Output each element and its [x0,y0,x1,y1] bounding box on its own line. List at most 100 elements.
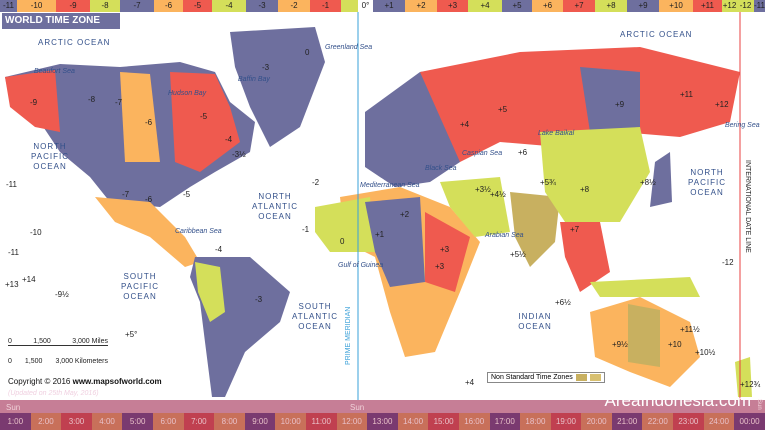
se-asia [560,222,610,292]
zone-offset-label: +3 [440,245,450,254]
sea-label: Black Sea [425,165,457,172]
offset-cell: -3 [246,0,278,12]
scale-km-1: 1,500 [24,358,43,365]
time-zone-offset-bar: -11 -10 -9 -8 -7 -6 -5 -4 -3 -2 -1 0° +1 +2 +3 +4 +5 +6 +7… [0,0,765,12]
zone-offset-label: +1 [375,230,385,239]
zone-offset-label: +2 [400,210,410,219]
zone-offset-label: 0 [340,237,345,246]
zone-offset-label: +11½ [680,325,700,334]
zone-offset-label: +4½ [490,190,506,199]
world-map [5,12,752,400]
hour-cell: 3:00 [61,413,92,430]
hour-cell: 12:00 [336,413,368,430]
legend-swatch [575,374,587,381]
zone-offset-label: +5½ [510,250,526,259]
russia [420,47,740,162]
zone-offset-label: -8 [88,95,96,104]
scale-bar: 0 1,500 3,000 Miles 0 1,500 3,000 Kilometers [8,338,108,365]
zone-offset-label: 0 [305,48,310,57]
ocean-label: SOUTH ATLANTIC OCEAN [291,302,339,331]
hour-cell: 5:00 [122,413,153,430]
offset-cell: -6 [154,0,183,12]
offset-cell: +8 [595,0,627,12]
africa-central [365,197,425,287]
hour-cell: 2:00 [30,413,62,430]
zone-offset-label: +5¾ [540,178,556,187]
zone-offset-label: +10½ [695,348,716,357]
hour-cell: 24:00 [703,413,735,430]
offset-cell: +9 [627,0,659,12]
sea-label: Mediterranean Sea [360,182,420,189]
scale-mile-2: 3,000 Miles [72,338,108,345]
zone-offset-label: -6 [145,195,153,204]
offset-cell: -10 [17,0,56,12]
ocean-label: ARCTIC OCEAN [38,38,111,47]
zone-offset-label: -3½ [232,150,246,159]
zone-offset-label: +10 [668,340,682,349]
hour-cell: 20:00 [581,413,612,430]
hour-cell: 8:00 [214,413,245,430]
nz [735,357,752,397]
offset-cell [341,0,358,12]
hour-cell: 17:00 [489,413,521,430]
offset-cell: -12 [737,0,754,12]
land-masses [5,27,752,397]
offset-cell: +2 [405,0,437,12]
zone-offset-label: +13 [5,280,19,289]
hour-cell: 00:00 [734,413,765,430]
hour-cell: 19:00 [550,413,582,430]
ocean-label: ARCTIC OCEAN [620,30,693,39]
offset-cell: +10 [659,0,693,12]
hour-cell: 15:00 [428,413,459,430]
zone-offset-label: +12 [715,100,729,109]
hour-cell: 10:00 [275,413,306,430]
day-label-right: Sun [756,399,762,410]
zone-offset-label: +9½ [612,340,628,349]
zone-offset-label: -3 [255,295,263,304]
watermark: AreaIndonesia.com [604,391,751,410]
zone-offset-label: +7 [570,225,580,234]
middle-east [440,177,510,237]
offset-cell: 0° [358,0,373,12]
offset-cell: -4 [212,0,246,12]
zone-offset-label: -2 [312,178,320,187]
map-legend: Non Standard Time Zones [487,372,605,383]
zone-offset-label: +8½ [640,178,656,187]
zone-offset-label: -6 [145,118,153,127]
alaska [5,70,60,132]
hour-bar: 1:00 2:00 3:00 4:00 5:00 6:00 7:00 8:00 9:00 10:0… [0,413,765,430]
zone-offset-label: -3 [262,63,270,72]
offset-cell: -9 [56,0,90,12]
copyright-site[interactable]: www.mapsofworld.com [72,377,162,386]
day-label-mid: Sun [350,403,365,412]
zone-offset-label: -12 [722,258,734,267]
hour-cell: 7:00 [183,413,215,430]
russia-east [580,67,640,132]
africa-east [425,212,470,292]
offset-cell: -2 [278,0,310,12]
zone-offset-label: -9½ [55,290,69,299]
hour-cell: 6:00 [152,413,184,430]
zone-offset-label: +6½ [555,298,571,307]
offset-cell: -8 [90,0,120,12]
legend-label: Non Standard Time Zones [491,374,573,381]
sea-label: Hudson Bay [168,90,207,97]
zone-offset-label: +11 [680,90,693,99]
zone-offset-label: +12¾ [740,380,761,389]
zone-offset-label: -11 [6,180,17,189]
zone-offset-label: +4 [460,120,470,129]
africa-west [315,197,375,252]
china [540,127,650,222]
hour-cell: 14:00 [397,413,429,430]
hour-cell: 18:00 [520,413,551,430]
updated-date: (Updated on 25th May, 2016) [8,390,99,397]
india [510,192,560,267]
zone-offset-label: +14 [22,275,36,284]
zone-offset-label: +3 [435,262,445,271]
hour-cell: 1:00 [0,413,31,430]
ocean-label: INDIAN OCEAN [518,312,552,331]
copyright-text: Copyright © 2016 [8,377,71,386]
zone-offset-label: -7 [122,190,130,199]
canada-east [170,72,240,172]
sea-label: Beaufort Sea [34,68,75,75]
